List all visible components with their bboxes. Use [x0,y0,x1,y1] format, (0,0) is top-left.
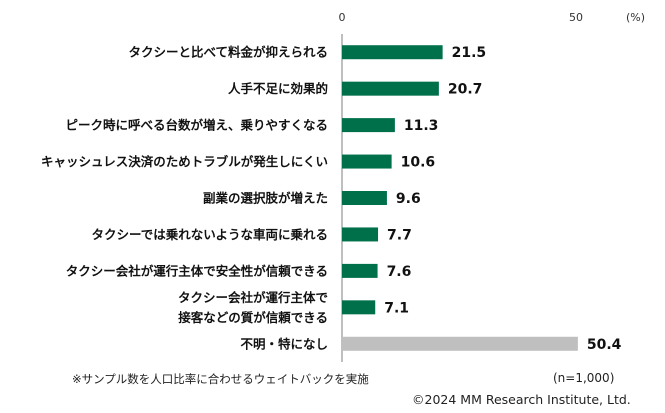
category-label: タクシーと比べて料金が抑えられる [128,45,328,60]
category-label: 人手不足に効果的 [228,81,328,96]
bar [342,81,439,96]
bar [342,336,578,351]
value-label: 7.1 [384,300,409,316]
bar [342,227,379,242]
category-label: ピーク時に呼べる台数が増え、乗りやすくなる [65,118,328,133]
bar [342,154,392,169]
category-label: キャッシュレス決済のためトラブルが発生しにくい [41,154,328,169]
category-label: タクシー会社が運行主体で安全性が信頼できる [66,263,328,278]
value-label: 21.5 [452,45,487,61]
sample-size: (n=1,000) [553,371,615,385]
copyright: ©2024 MM Research Institute, Ltd. [412,392,631,407]
footnote: ※サンプル数を人口比率に合わせるウェイトバックを実施 [72,372,369,386]
value-label: 7.7 [387,227,412,243]
x-tick-label: 0 [339,11,346,24]
value-label: 9.6 [396,191,421,207]
value-label: 20.7 [448,82,483,98]
value-label: 10.6 [401,155,436,171]
bar [342,300,376,315]
bar [342,191,387,205]
x-tick-label: 50 [569,11,583,24]
unit-label: (%) [626,11,645,24]
value-label: 11.3 [404,118,439,134]
bar [342,118,395,133]
value-label: 50.4 [587,337,622,353]
bar [342,45,443,60]
category-label: 接客などの質が信頼できる [178,310,328,325]
value-label: 7.6 [387,264,412,280]
category-label: タクシー会社が運行主体で [178,290,328,305]
category-label: タクシーでは乗れないような車両に乗れる [91,227,328,242]
bar [342,263,378,278]
category-label: 不明・特になし [240,336,328,351]
category-label: 副業の選択肢が増えた [203,191,328,206]
